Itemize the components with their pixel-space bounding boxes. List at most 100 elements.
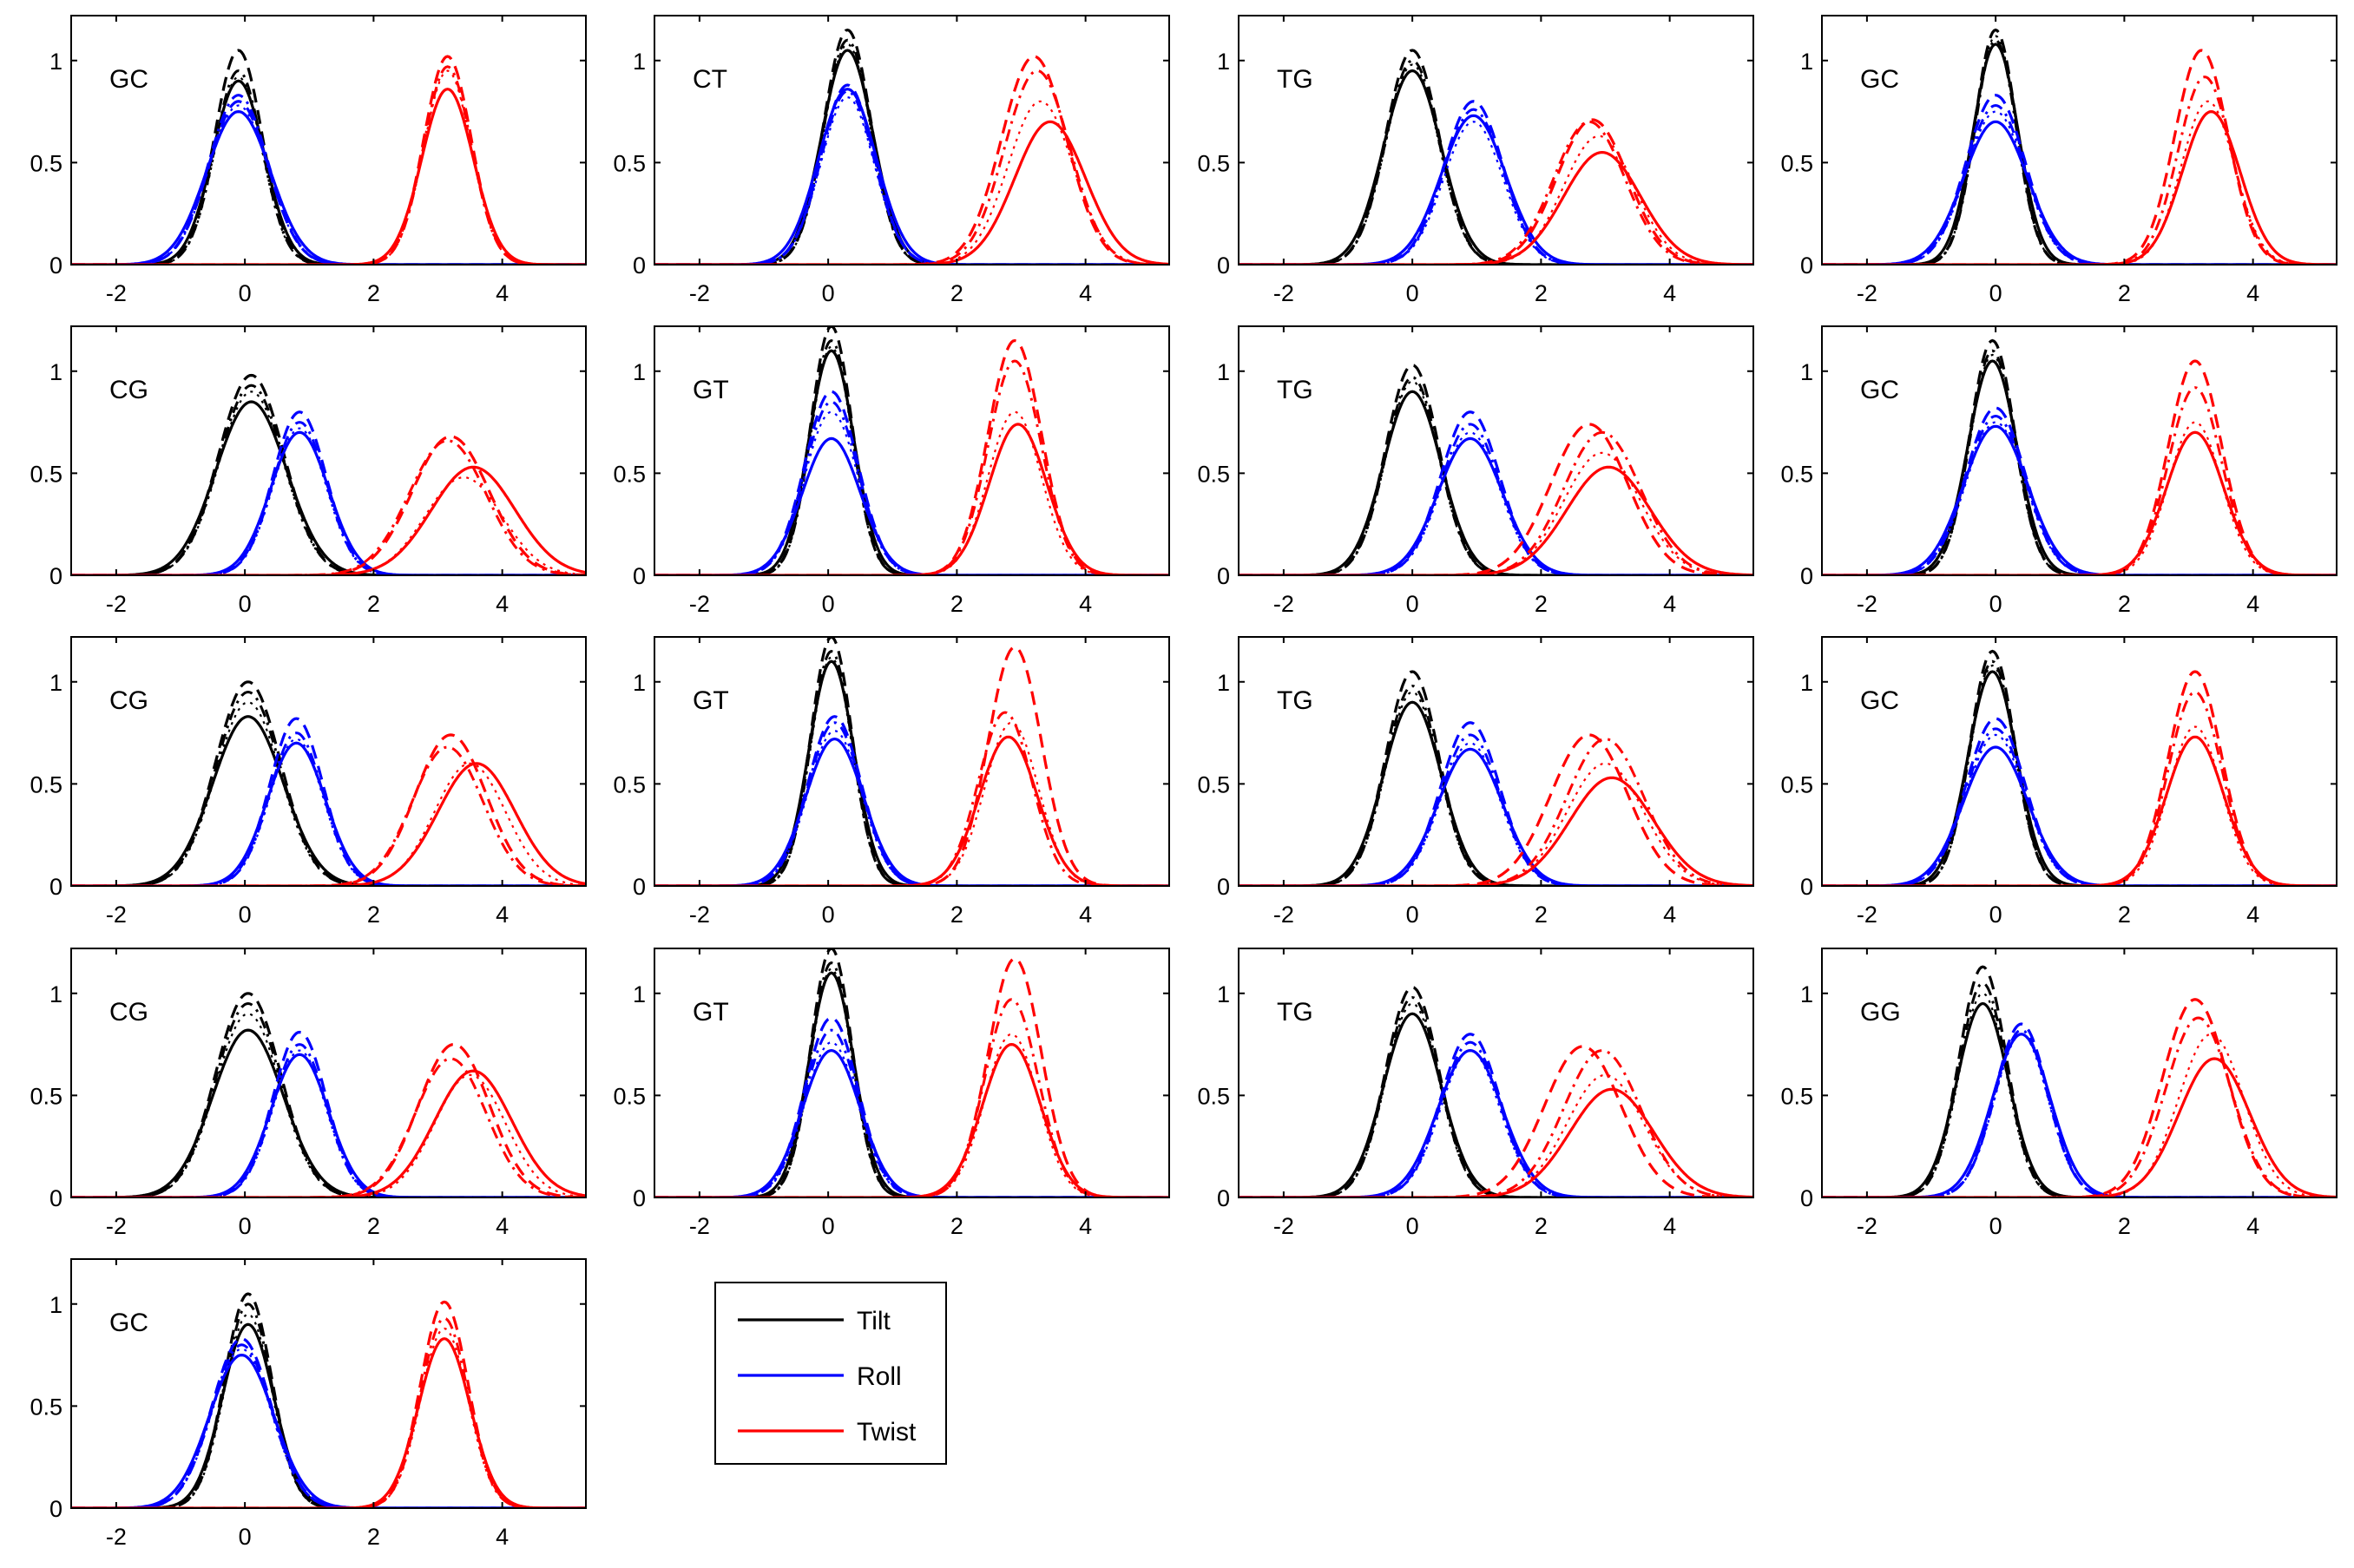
axes-box bbox=[70, 948, 587, 1198]
y-tick-label: 0 bbox=[49, 874, 62, 900]
x-tick-label: -2 bbox=[1857, 1213, 1877, 1239]
x-tick-label: -2 bbox=[1273, 902, 1294, 928]
tilt-curve-variant-1 bbox=[71, 1322, 586, 1508]
x-tick-label: 2 bbox=[2118, 1213, 2131, 1239]
tilt-curve-variant-1 bbox=[654, 49, 1169, 265]
twist-curve-variant-3 bbox=[654, 69, 1169, 265]
y-tick-label: 1 bbox=[1217, 670, 1230, 696]
roll-curve-variant-4 bbox=[71, 1049, 586, 1197]
tilt-curve-variant-2 bbox=[654, 28, 1169, 265]
twist-curve-variant-1 bbox=[71, 1069, 586, 1197]
x-tick-label: 4 bbox=[2246, 280, 2259, 306]
twist-curve-variant-4 bbox=[654, 721, 1169, 886]
tilt-curve-variant-2 bbox=[654, 948, 1169, 1197]
twist-curve-variant-3 bbox=[71, 439, 586, 575]
twist-curve-variant-3 bbox=[654, 711, 1169, 886]
tilt-curve-variant-3 bbox=[71, 384, 586, 575]
roll-curve-variant-4 bbox=[654, 95, 1169, 265]
x-tick-label: 4 bbox=[1663, 591, 1676, 617]
roll-curve-variant-1 bbox=[71, 1053, 586, 1197]
twist-curve-variant-2 bbox=[71, 435, 586, 575]
x-tick-label: -2 bbox=[1273, 591, 1294, 617]
twist-curve-variant-3 bbox=[1822, 75, 2337, 265]
tilt-curve-variant-1 bbox=[71, 79, 586, 265]
roll-curve-variant-2 bbox=[1822, 1022, 2337, 1197]
x-tick-label: -2 bbox=[1857, 591, 1877, 617]
x-tick-label: 0 bbox=[239, 280, 252, 306]
roll-curve-variant-3 bbox=[1239, 733, 1753, 886]
y-tick-label: 1 bbox=[1217, 359, 1230, 385]
y-tick-label: 0 bbox=[1800, 253, 1813, 279]
twist-curve-variant-4 bbox=[1239, 451, 1753, 575]
tilt-curve-variant-4 bbox=[1239, 1002, 1753, 1197]
y-tick-label: 0.5 bbox=[1780, 771, 1813, 797]
panel-label: GG bbox=[1860, 998, 1901, 1027]
x-tick-label: 0 bbox=[1406, 280, 1419, 306]
y-tick-label: 0 bbox=[49, 1496, 62, 1522]
tilt-curve-variant-3 bbox=[1239, 59, 1753, 265]
panel-15: -2 0 2 4 0 0.5 1 TG bbox=[1197, 948, 1754, 1239]
y-tick-label: 1 bbox=[1217, 49, 1230, 75]
roll-curve-variant-1 bbox=[1239, 436, 1753, 575]
legend-label-roll: Roll bbox=[857, 1362, 902, 1391]
roll-curve-variant-3 bbox=[71, 732, 586, 886]
twist-curve-variant-2 bbox=[1239, 1045, 1753, 1197]
twist-curve-variant-3 bbox=[1822, 386, 2337, 575]
roll-curve-variant-1 bbox=[1822, 1033, 2337, 1197]
twist-curve-variant-2 bbox=[1239, 423, 1753, 575]
roll-curve-variant-1 bbox=[654, 1048, 1169, 1197]
y-tick-label: 1 bbox=[633, 981, 646, 1007]
panel-label: GC bbox=[1860, 65, 1899, 94]
y-tick-label: 0.5 bbox=[1197, 771, 1230, 797]
y-tick-label: 0 bbox=[1800, 1185, 1813, 1211]
panel-1: -2 0 2 4 0 0.5 1 GC bbox=[30, 15, 587, 306]
twist-curve-variant-1 bbox=[1239, 776, 1753, 886]
panel-6: -2 0 2 4 0 0.5 1 GT bbox=[613, 325, 1170, 617]
panel-14: -2 0 2 4 0 0.5 1 GT bbox=[613, 948, 1170, 1239]
x-tick-label: 2 bbox=[367, 1524, 380, 1550]
y-tick-label: 1 bbox=[1800, 981, 1813, 1007]
roll-curve-variant-3 bbox=[71, 1343, 586, 1508]
axes-box bbox=[654, 15, 1170, 266]
y-tick-label: 1 bbox=[49, 1292, 62, 1318]
y-tick-label: 0 bbox=[633, 874, 646, 900]
x-tick-label: 0 bbox=[239, 902, 252, 928]
panel-label: GC bbox=[1860, 686, 1899, 715]
y-tick-label: 0.5 bbox=[30, 771, 62, 797]
x-tick-label: 4 bbox=[496, 280, 509, 306]
roll-curve-variant-2 bbox=[654, 390, 1169, 575]
roll-curve-variant-4 bbox=[1239, 121, 1753, 265]
panel-curves bbox=[654, 637, 1169, 886]
y-tick-label: 1 bbox=[1800, 49, 1813, 75]
y-tick-label: 1 bbox=[49, 981, 62, 1007]
twist-curve-variant-1 bbox=[1239, 1087, 1753, 1197]
roll-curve-variant-3 bbox=[71, 94, 586, 265]
twist-curve-variant-2 bbox=[1822, 49, 2337, 265]
y-tick-label: 0 bbox=[1800, 874, 1813, 900]
x-tick-label: 0 bbox=[1989, 1213, 2002, 1239]
x-tick-label: -2 bbox=[689, 280, 710, 306]
x-tick-label: -2 bbox=[106, 1524, 127, 1550]
axes-box bbox=[654, 948, 1170, 1198]
panel-label: GC bbox=[1860, 376, 1899, 404]
twist-curve-variant-4 bbox=[1822, 1033, 2337, 1197]
twist-curve-variant-1 bbox=[654, 1042, 1169, 1197]
panel-curves bbox=[654, 326, 1169, 575]
y-tick-label: 0.5 bbox=[30, 150, 62, 176]
x-tick-label: 0 bbox=[1406, 1213, 1419, 1239]
panel-label: TG bbox=[1277, 65, 1313, 94]
tilt-curve-variant-1 bbox=[654, 659, 1169, 886]
x-tick-label: 2 bbox=[1535, 1213, 1548, 1239]
x-tick-label: -2 bbox=[689, 1213, 710, 1239]
tilt-curve-variant-2 bbox=[71, 992, 586, 1197]
roll-curve-variant-3 bbox=[1239, 423, 1753, 575]
tilt-curve-variant-3 bbox=[654, 649, 1169, 886]
x-tick-label: 4 bbox=[2246, 1213, 2259, 1239]
panel-17: -2 0 2 4 0 0.5 1 GC bbox=[30, 1258, 587, 1550]
twist-curve-variant-1 bbox=[1822, 735, 2337, 886]
panel-13: -2 0 2 4 0 0.5 1 CG bbox=[30, 948, 587, 1239]
twist-curve-variant-2 bbox=[654, 55, 1169, 265]
x-tick-label: -2 bbox=[689, 591, 710, 617]
x-tick-label: -2 bbox=[106, 1213, 127, 1239]
